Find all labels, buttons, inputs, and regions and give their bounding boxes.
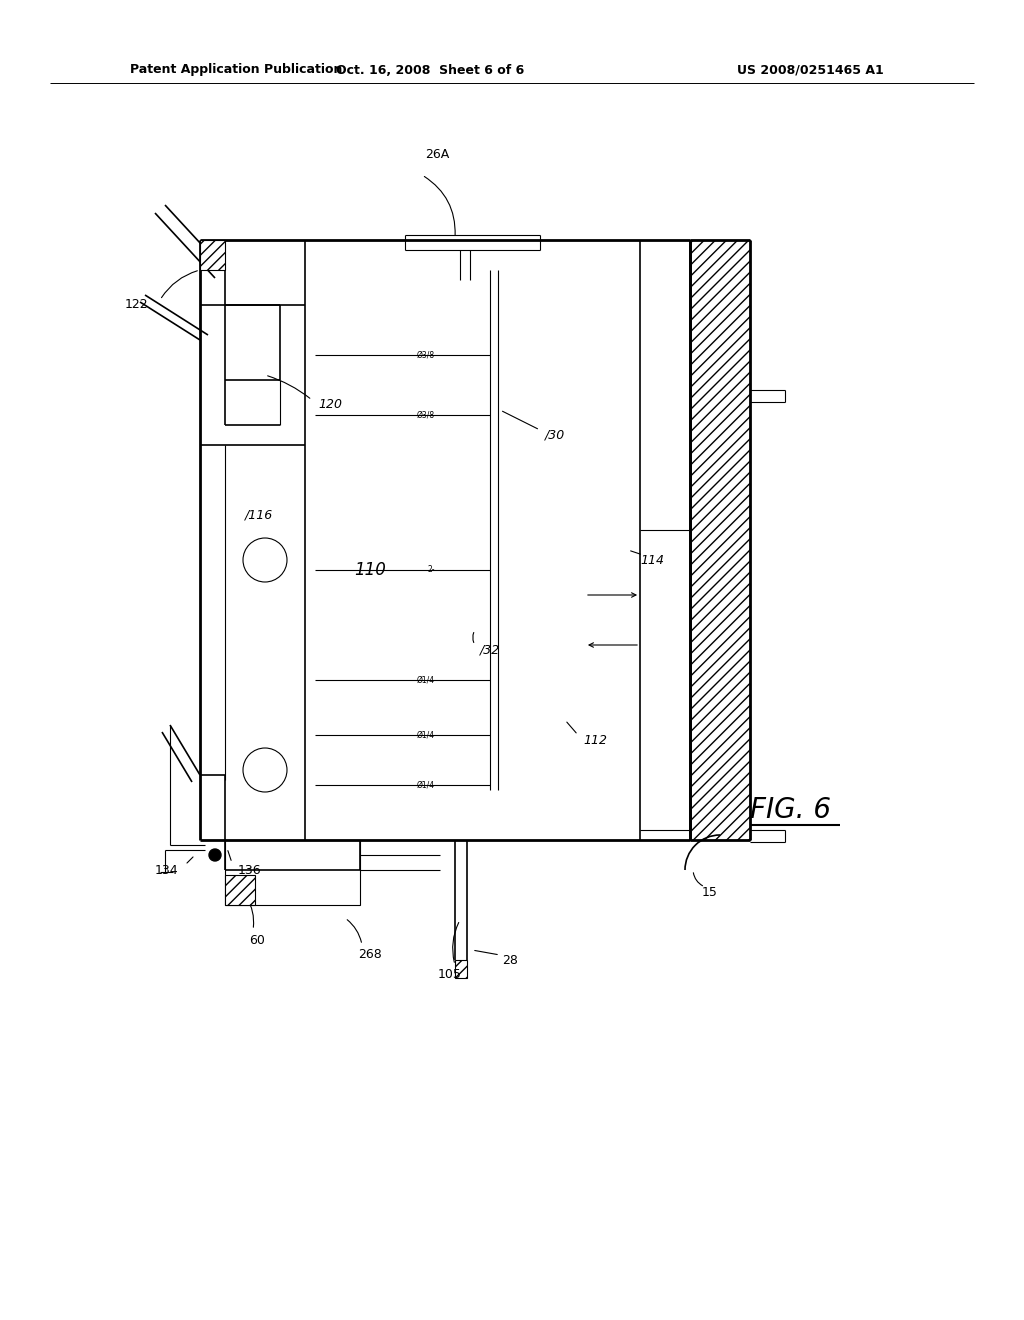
Text: Ø1/4: Ø1/4 <box>417 730 435 739</box>
Bar <box>225 840 360 906</box>
Text: Ø1/4: Ø1/4 <box>417 780 435 789</box>
Text: Ø1/4: Ø1/4 <box>417 676 435 685</box>
Text: 120: 120 <box>318 399 342 412</box>
Text: 105: 105 <box>438 969 462 982</box>
Text: Ø3/8: Ø3/8 <box>417 411 435 420</box>
Text: US 2008/0251465 A1: US 2008/0251465 A1 <box>736 63 884 77</box>
Text: 112: 112 <box>583 734 607 747</box>
Text: /116: /116 <box>245 508 273 521</box>
Text: 122: 122 <box>124 298 148 312</box>
Text: 26A: 26A <box>425 149 450 161</box>
Text: /32: /32 <box>480 644 501 656</box>
Text: Patent Application Publication: Patent Application Publication <box>130 63 342 77</box>
Text: 134: 134 <box>155 863 178 876</box>
Text: 60: 60 <box>249 933 265 946</box>
Text: Ø3/8: Ø3/8 <box>417 351 435 359</box>
Text: FIG. 6: FIG. 6 <box>750 796 830 824</box>
Bar <box>200 240 225 271</box>
Bar <box>455 960 467 978</box>
Text: 15: 15 <box>702 886 718 899</box>
Bar <box>690 240 750 840</box>
Circle shape <box>209 849 221 861</box>
Text: /30: /30 <box>545 429 565 441</box>
Text: 114: 114 <box>640 553 664 566</box>
Text: 136: 136 <box>238 863 261 876</box>
Text: 2-: 2- <box>427 565 435 574</box>
Text: Oct. 16, 2008  Sheet 6 of 6: Oct. 16, 2008 Sheet 6 of 6 <box>336 63 524 77</box>
Text: 110: 110 <box>354 561 386 579</box>
Text: 28: 28 <box>502 953 518 966</box>
Bar <box>225 875 255 906</box>
Text: 268: 268 <box>358 949 382 961</box>
